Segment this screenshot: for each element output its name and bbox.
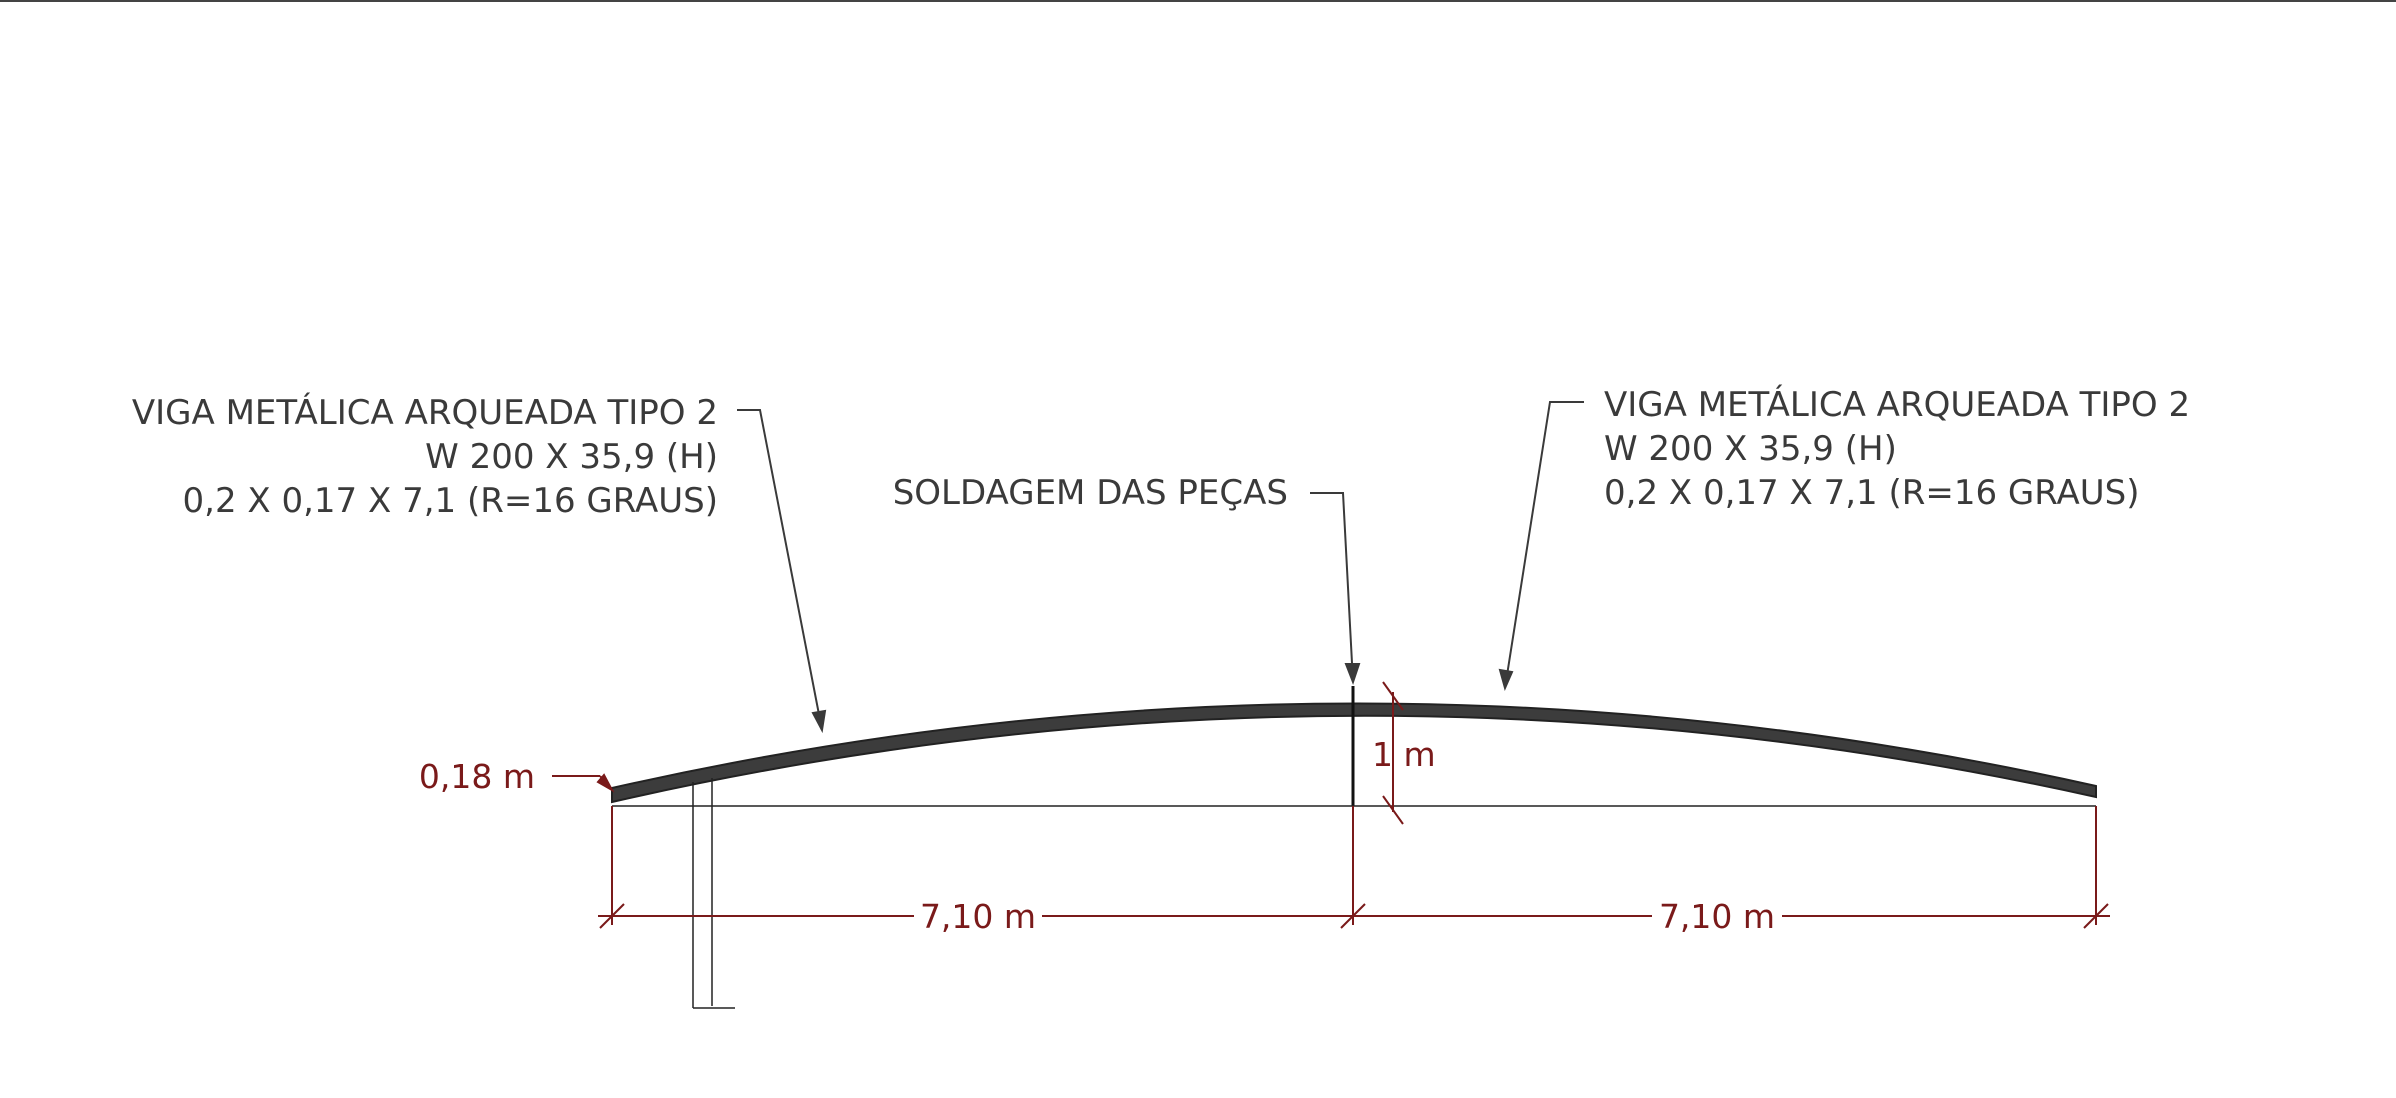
rise-dimension: 1 m — [1372, 735, 1436, 774]
left-span-dimension: 7,10 m — [920, 897, 1036, 936]
left-beam-label-line3: 0,2 X 0,17 X 7,1 (R=16 GRAUS) — [183, 481, 719, 521]
arched-beam — [611, 686, 2097, 806]
support-column — [692, 778, 735, 1009]
left-beam-label: VIGA METÁLICA ARQUEADA TIPO 2 W 200 X 35… — [132, 392, 718, 521]
right-beam-leader — [1504, 401, 1584, 689]
left-beam-label-line2: W 200 X 35,9 (H) — [425, 437, 718, 477]
right-span-dimension: 7,10 m — [1659, 897, 1775, 936]
left-beam-leader — [737, 409, 823, 731]
weld-leader — [1310, 492, 1354, 683]
leader-lines — [737, 401, 1584, 734]
beam-depth-dimension: 0,18 m — [419, 757, 535, 796]
left-beam-label-line1: VIGA METÁLICA ARQUEADA TIPO 2 — [132, 392, 718, 433]
right-beam-label-line3: 0,2 X 0,17 X 7,1 (R=16 GRAUS) — [1604, 473, 2140, 513]
weld-label: SOLDAGEM DAS PEÇAS — [893, 473, 1288, 513]
beam-body — [611, 702, 2097, 804]
right-beam-label: VIGA METÁLICA ARQUEADA TIPO 2 W 200 X 35… — [1604, 384, 2190, 513]
dimension-lines — [552, 681, 2110, 929]
right-beam-label-line1: VIGA METÁLICA ARQUEADA TIPO 2 — [1604, 384, 2190, 425]
right-beam-label-line2: W 200 X 35,9 (H) — [1604, 429, 1897, 469]
